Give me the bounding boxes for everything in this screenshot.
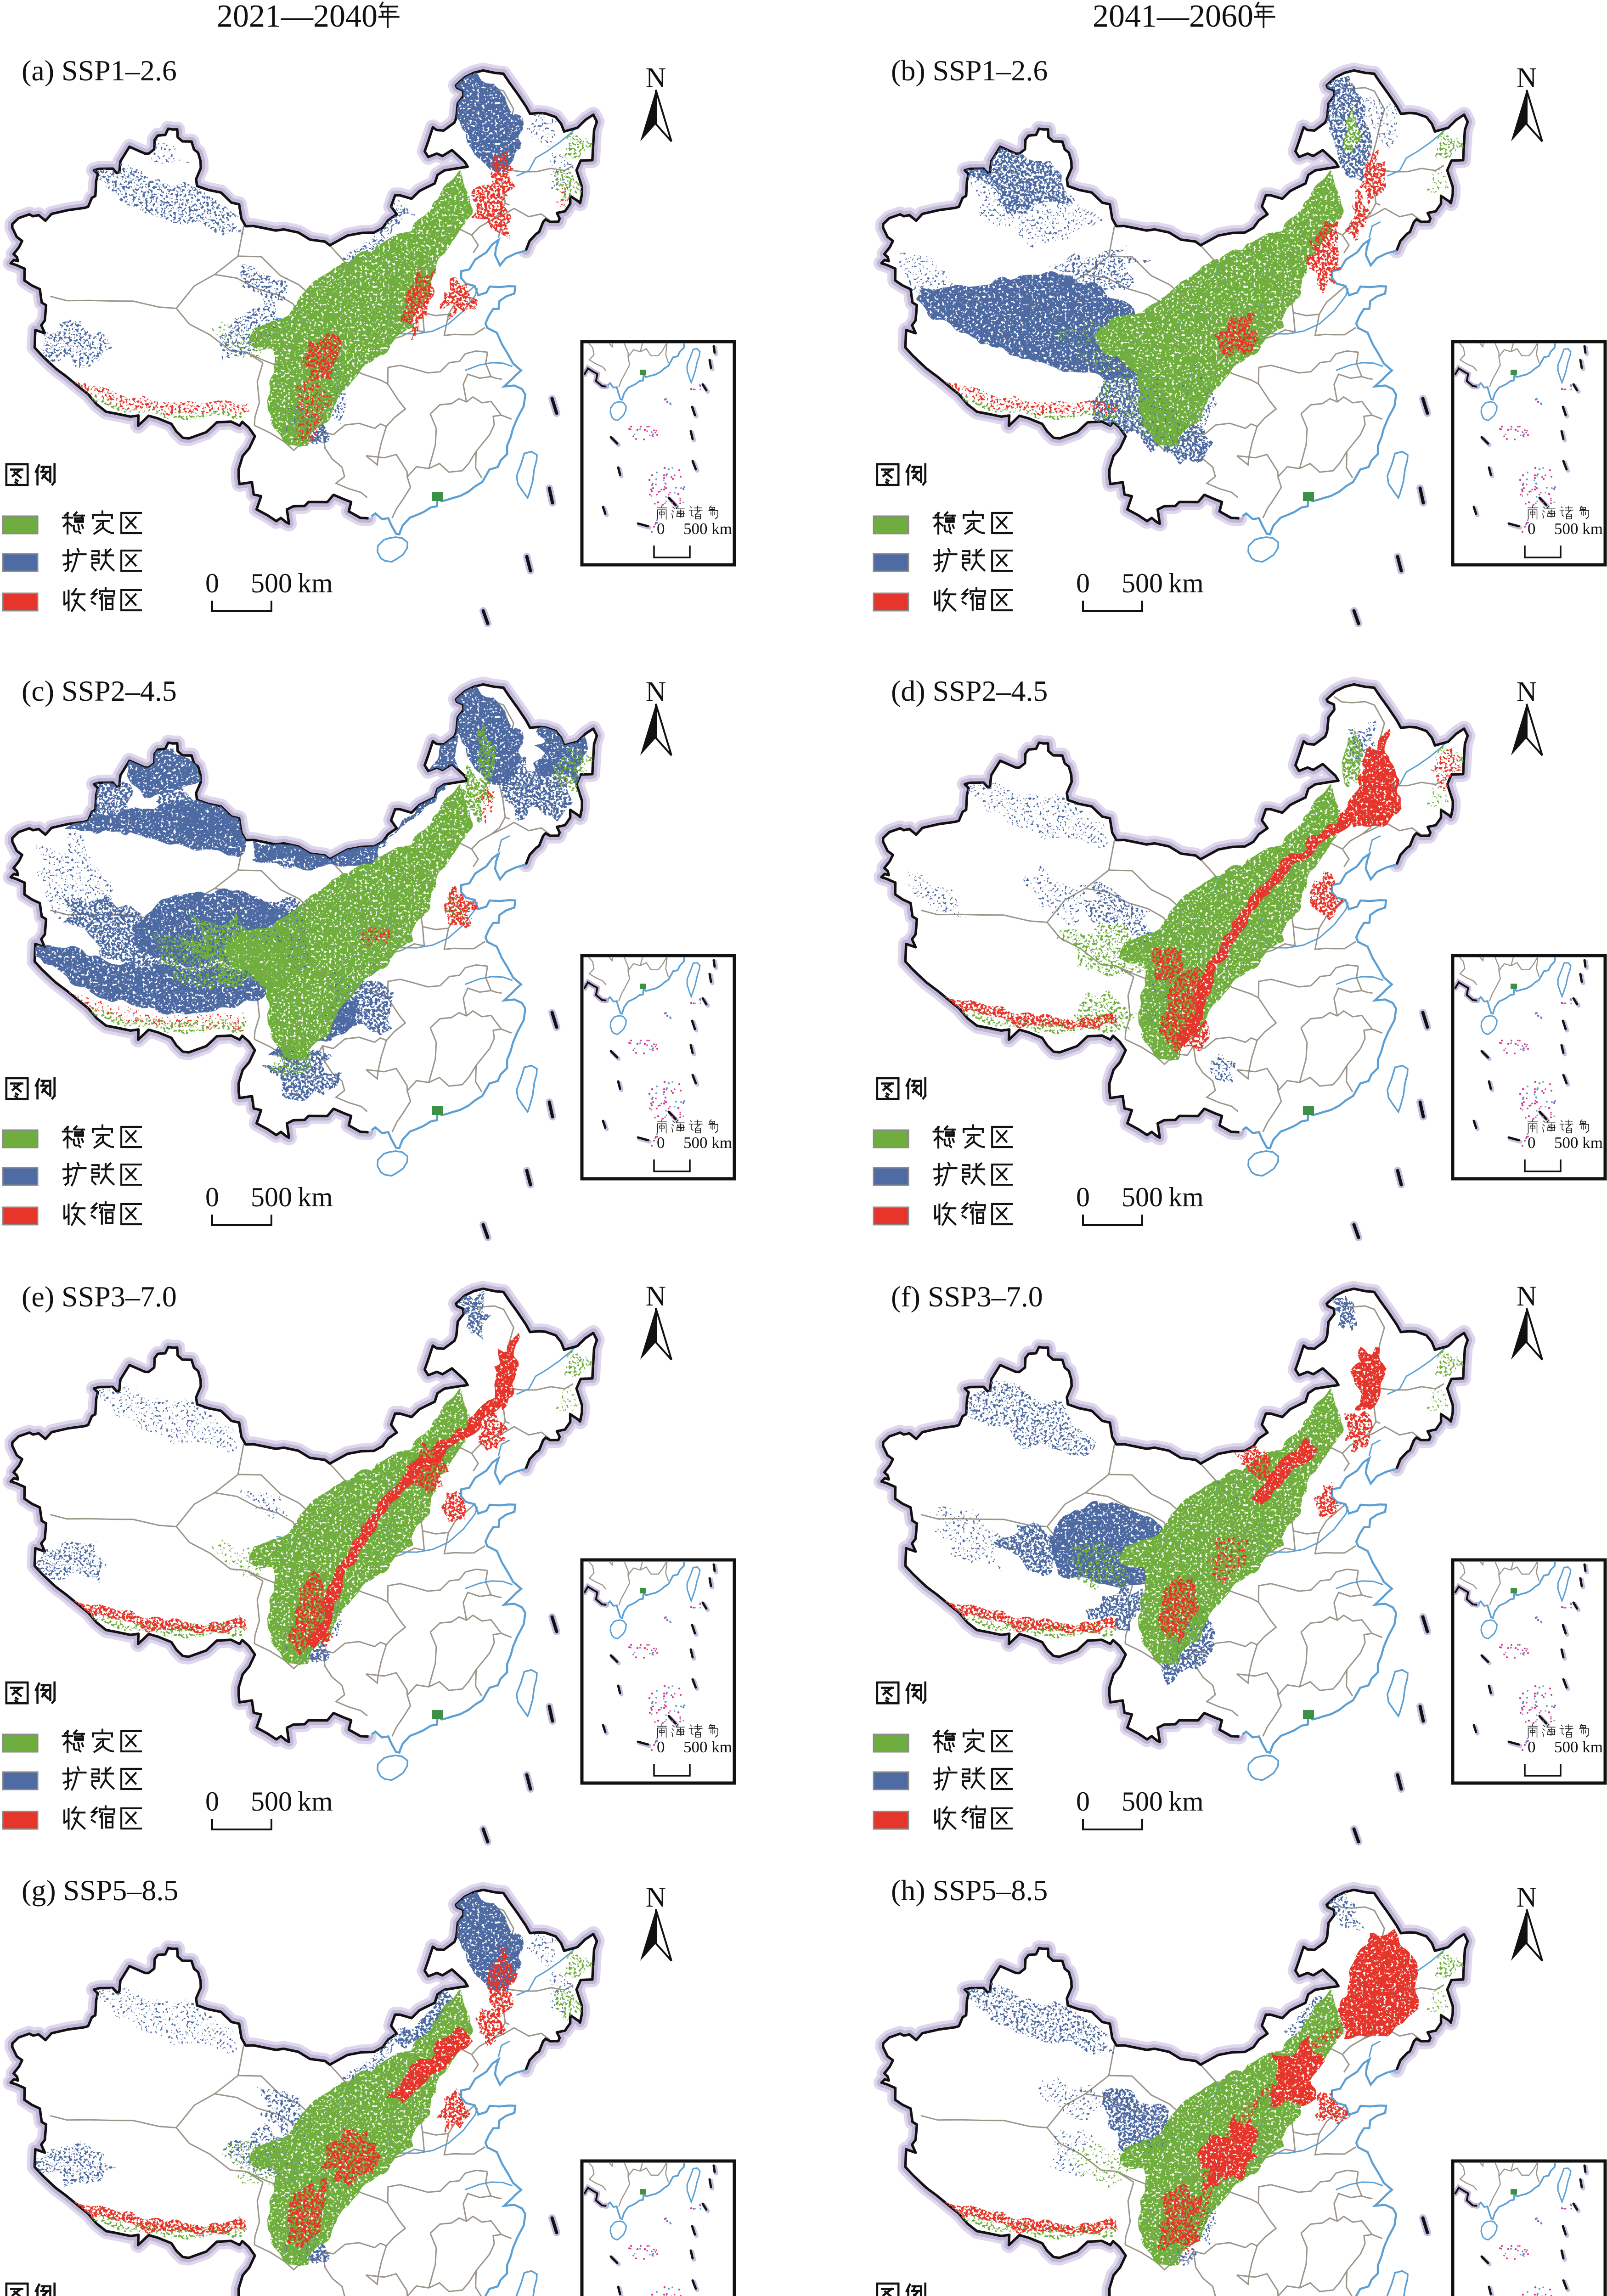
svg-text:(c) SSP2–4.5: (c) SSP2–4.5	[22, 675, 177, 707]
svg-text:(e) SSP3–7.0: (e) SSP3–7.0	[22, 1280, 177, 1313]
svg-text:(g) SSP5–8.5: (g) SSP5–8.5	[22, 1874, 178, 1907]
svg-text:2021—2040: 2021—2040	[217, 0, 378, 34]
svg-text:(h) SSP5–8.5: (h) SSP5–8.5	[891, 1874, 1048, 1907]
svg-text:(a) SSP1–2.6: (a) SSP1–2.6	[22, 54, 177, 87]
svg-text:2041—2060: 2041—2060	[1093, 0, 1253, 34]
svg-text:(b) SSP1–2.6: (b) SSP1–2.6	[891, 54, 1048, 87]
svg-text:(f) SSP3–7.0: (f) SSP3–7.0	[891, 1280, 1043, 1313]
svg-text:(d) SSP2–4.5: (d) SSP2–4.5	[891, 675, 1048, 707]
